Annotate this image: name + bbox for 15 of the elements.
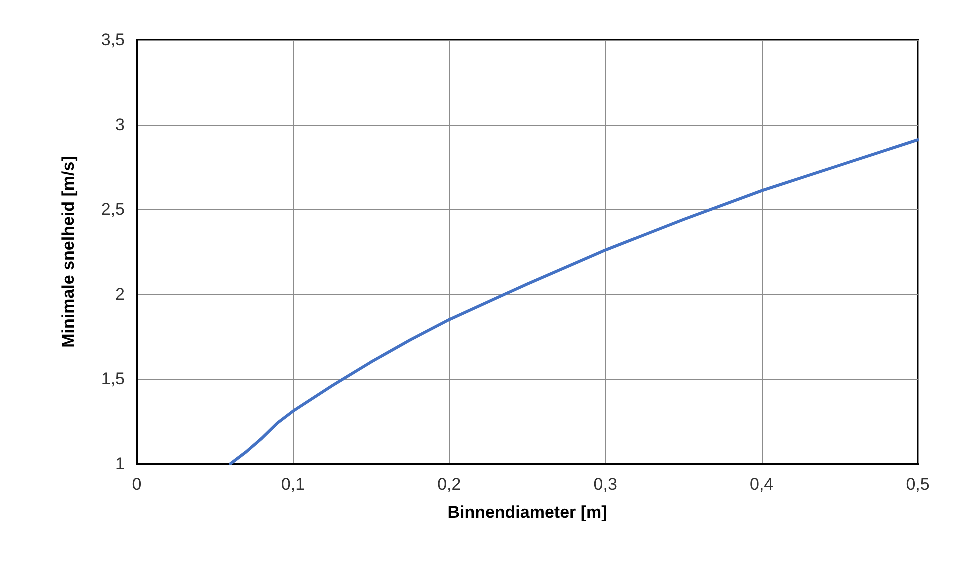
y-tick-label: 2,5: [101, 200, 125, 220]
y-tick-label: 2: [116, 284, 125, 304]
x-tick-label: 0,1: [281, 475, 306, 494]
x-tick-label: 0,4: [750, 475, 774, 494]
x-tick-label: 0: [132, 475, 142, 494]
x-tick-label: 0,5: [906, 475, 930, 494]
line-series: [229, 138, 920, 466]
y-tick-label: 1,5: [101, 370, 125, 389]
y-tick-label: 1: [116, 454, 125, 474]
y-tick-label: 3: [116, 115, 125, 134]
y-tick-label: 3,5: [101, 30, 125, 50]
x-axis-title: Binnendiameter [m]: [448, 503, 608, 522]
x-tick-label: 0,3: [594, 475, 618, 494]
y-axis-title: Minimale snelheid [m/s]: [59, 156, 78, 348]
x-tick-label: 0,2: [438, 475, 462, 494]
